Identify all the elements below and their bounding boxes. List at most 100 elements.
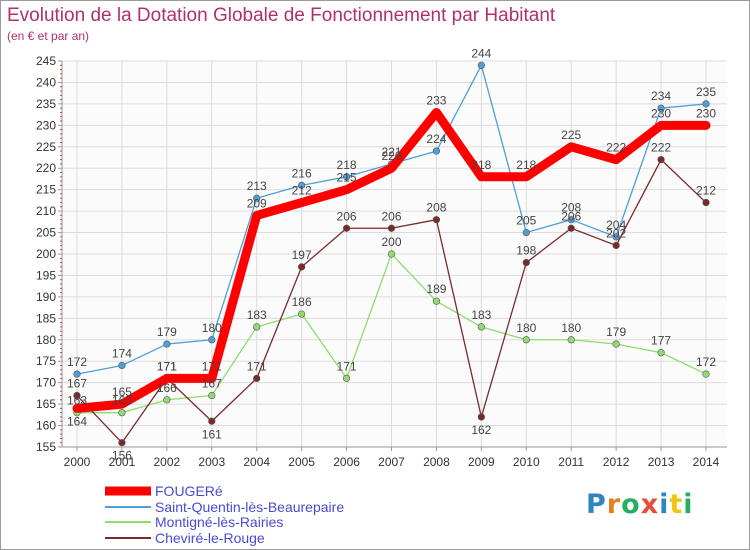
data-label: 179 xyxy=(606,325,626,339)
data-label: 215 xyxy=(337,171,357,185)
data-point xyxy=(702,100,710,108)
data-label: 171 xyxy=(202,359,222,373)
data-point xyxy=(342,374,351,382)
data-label: 206 xyxy=(561,209,581,223)
data-label: 167 xyxy=(67,377,87,391)
logo-letter: x xyxy=(640,489,660,520)
x-tick-label: 2009 xyxy=(468,455,495,469)
data-label: 174 xyxy=(112,347,132,361)
data-label: 225 xyxy=(561,128,581,142)
x-tick-label: 2010 xyxy=(513,455,540,469)
data-label: 186 xyxy=(292,295,312,309)
data-point xyxy=(298,181,306,189)
data-label: 202 xyxy=(606,226,626,240)
data-point xyxy=(477,413,485,421)
logo-letter: t xyxy=(669,489,684,520)
data-label: 218 xyxy=(471,158,491,172)
data-label: 233 xyxy=(426,93,446,107)
data-label: 189 xyxy=(426,282,446,296)
x-tick-label: 2005 xyxy=(288,455,315,469)
data-label: 204 xyxy=(606,218,626,232)
logo-letter: i xyxy=(659,489,670,520)
y-tick-label: 190 xyxy=(36,290,56,304)
data-label: 177 xyxy=(651,334,671,348)
data-point xyxy=(432,216,441,224)
x-tick-label: 2001 xyxy=(109,455,136,469)
y-tick-label: 240 xyxy=(36,75,56,89)
data-label: 171 xyxy=(157,359,177,373)
data-point xyxy=(612,241,620,250)
data-label: 212 xyxy=(292,184,312,198)
legend-entry: FOUGERé xyxy=(155,483,223,499)
data-point xyxy=(702,370,710,378)
data-label: 218 xyxy=(337,158,357,172)
data-label: 209 xyxy=(247,196,267,210)
data-label: 166 xyxy=(157,381,177,395)
data-label: 180 xyxy=(202,321,222,335)
data-point xyxy=(387,250,396,258)
logo-letter: P xyxy=(586,489,607,520)
data-point xyxy=(522,258,530,267)
y-tick-label: 210 xyxy=(36,204,56,218)
data-label: 183 xyxy=(471,308,491,322)
data-label: 234 xyxy=(651,89,671,103)
y-tick-label: 225 xyxy=(36,140,56,154)
data-label: 164 xyxy=(67,414,87,428)
data-point xyxy=(163,396,171,404)
data-point xyxy=(567,216,575,224)
data-label: 230 xyxy=(651,106,671,120)
y-tick-label: 215 xyxy=(36,183,56,197)
data-point xyxy=(208,391,216,400)
series-line-0 xyxy=(72,107,711,413)
data-label: 213 xyxy=(247,179,267,193)
data-label: 224 xyxy=(426,132,446,146)
data-label: 197 xyxy=(292,248,312,262)
y-tick-label: 175 xyxy=(36,354,56,368)
y-tick-label: 195 xyxy=(36,268,56,282)
data-point xyxy=(253,194,261,202)
data-point xyxy=(298,263,306,271)
data-label: 212 xyxy=(696,184,716,198)
data-label: 230 xyxy=(696,106,716,120)
proxiti-logo: Proxiti xyxy=(586,489,694,520)
data-label: 218 xyxy=(516,158,536,172)
data-point xyxy=(342,173,351,181)
y-tick-label: 160 xyxy=(36,419,56,433)
data-label: 205 xyxy=(516,214,536,228)
data-label: 206 xyxy=(337,209,357,223)
data-label: 179 xyxy=(157,325,177,339)
x-tick-label: 2000 xyxy=(64,455,91,469)
data-label: 220 xyxy=(381,149,401,163)
data-point xyxy=(612,340,620,348)
data-point xyxy=(387,224,396,232)
data-label: 216 xyxy=(292,166,312,180)
data-label: 180 xyxy=(516,321,536,335)
data-point xyxy=(522,336,530,344)
data-point xyxy=(342,224,351,232)
y-tick-label: 245 xyxy=(36,54,56,68)
data-label: 171 xyxy=(247,359,267,373)
data-point xyxy=(253,374,261,382)
chart-subtitle: (en € et par an) xyxy=(7,29,90,43)
data-label: 183 xyxy=(247,308,267,322)
data-label: 162 xyxy=(471,423,491,437)
logo-letter: o xyxy=(621,489,641,520)
data-point xyxy=(208,417,216,425)
data-point xyxy=(298,310,306,318)
data-point xyxy=(118,439,126,447)
data-point xyxy=(118,409,126,417)
data-point xyxy=(657,349,665,357)
data-point xyxy=(657,104,665,112)
data-point xyxy=(522,228,530,237)
data-point xyxy=(567,224,575,232)
data-point xyxy=(118,361,126,370)
y-tick-label: 155 xyxy=(36,440,56,454)
y-tick-label: 230 xyxy=(36,118,56,132)
data-label: 172 xyxy=(67,355,87,369)
data-point xyxy=(657,156,665,164)
legend-entry: Montigné-lès-Rairies xyxy=(155,514,283,530)
data-label: 163 xyxy=(67,394,87,408)
y-tick-label: 165 xyxy=(36,397,56,411)
x-tick-label: 2012 xyxy=(603,455,630,469)
x-tick-label: 2002 xyxy=(154,455,181,469)
